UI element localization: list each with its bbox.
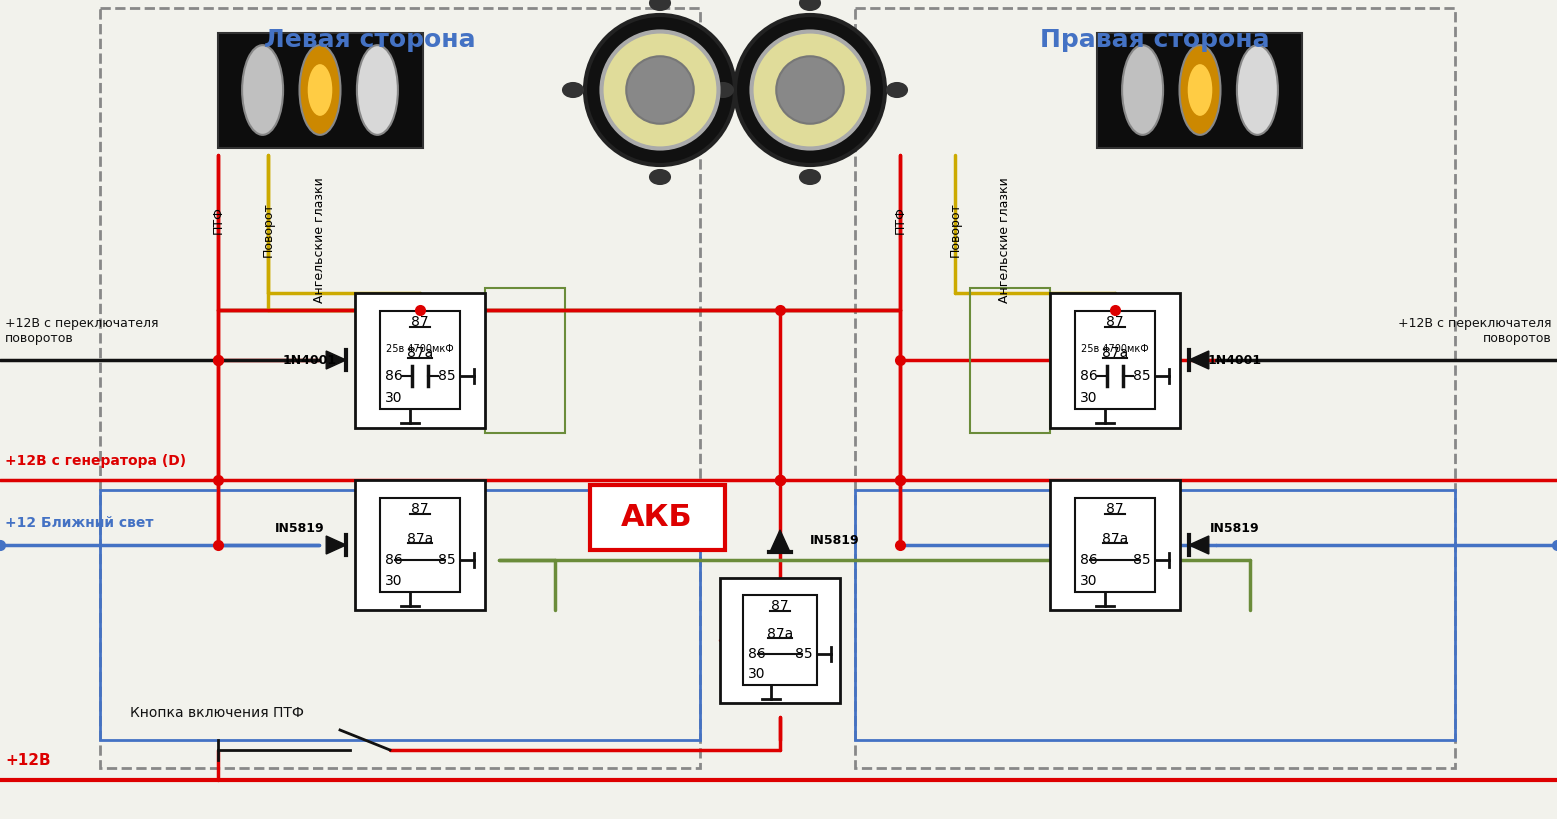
Bar	[1074, 498, 1155, 592]
Text: Кнопка включения ПТФ: Кнопка включения ПТФ	[129, 706, 304, 720]
Bar	[590, 485, 726, 550]
Text: 87a: 87a	[1102, 346, 1129, 360]
Text: IN5819: IN5819	[810, 533, 859, 546]
Text: 86: 86	[1079, 369, 1098, 382]
Bar	[970, 287, 1049, 432]
Ellipse shape	[713, 83, 733, 97]
Text: Ангельские глазки: Ангельские глазки	[313, 177, 327, 303]
Text: 1N4001: 1N4001	[283, 354, 336, 366]
Ellipse shape	[308, 64, 332, 115]
Polygon shape	[1190, 536, 1208, 554]
Ellipse shape	[887, 83, 908, 97]
Bar	[380, 498, 461, 592]
Bar	[743, 595, 817, 685]
Text: IN5819: IN5819	[276, 522, 325, 535]
Bar	[355, 480, 484, 610]
Polygon shape	[771, 530, 789, 552]
Text: 85: 85	[438, 369, 455, 382]
Ellipse shape	[649, 170, 670, 184]
Text: IN5819: IN5819	[1210, 522, 1260, 535]
Bar	[1074, 311, 1155, 409]
Text: 86: 86	[385, 553, 402, 567]
Text: 25в 4700мкФ: 25в 4700мкФ	[1081, 343, 1149, 354]
Ellipse shape	[1236, 45, 1278, 135]
Circle shape	[626, 57, 694, 124]
Text: +12В с генератора (D): +12В с генератора (D)	[5, 454, 187, 468]
Circle shape	[601, 31, 718, 148]
Text: 86: 86	[385, 369, 402, 382]
Bar	[218, 33, 422, 147]
Circle shape	[585, 15, 735, 165]
Text: Ангельские глазки: Ангельские глазки	[998, 177, 1012, 303]
Text: 87: 87	[771, 599, 789, 613]
Text: +12В с переключателя
поворотов: +12В с переключателя поворотов	[1398, 317, 1552, 345]
Bar	[380, 311, 461, 409]
Ellipse shape	[800, 170, 821, 184]
Ellipse shape	[649, 0, 670, 10]
Ellipse shape	[299, 45, 341, 135]
Text: Поворот: Поворот	[948, 202, 962, 257]
Bar	[719, 577, 839, 703]
Text: 87: 87	[411, 502, 428, 516]
Ellipse shape	[1123, 45, 1163, 135]
Text: 87a: 87a	[1102, 532, 1129, 546]
Ellipse shape	[1180, 45, 1221, 135]
Text: 87a: 87a	[406, 532, 433, 546]
Text: 85: 85	[1132, 369, 1151, 382]
Circle shape	[752, 31, 869, 148]
Text: 30: 30	[1079, 574, 1098, 588]
Text: Правая сторона: Правая сторона	[1040, 28, 1271, 52]
Text: 87: 87	[1105, 315, 1124, 329]
Polygon shape	[1190, 351, 1208, 369]
Bar	[855, 8, 1454, 768]
Text: 30: 30	[747, 667, 766, 681]
Text: 87a: 87a	[768, 627, 793, 641]
Text: +12 Ближний свет: +12 Ближний свет	[5, 516, 154, 530]
Ellipse shape	[357, 45, 399, 135]
Text: 86: 86	[1079, 553, 1098, 567]
Text: 87: 87	[1105, 502, 1124, 516]
Text: 85: 85	[794, 647, 813, 662]
Circle shape	[735, 15, 884, 165]
Text: 30: 30	[385, 391, 402, 405]
Polygon shape	[327, 536, 346, 554]
Bar	[100, 8, 701, 768]
Text: Поворот: Поворот	[262, 202, 274, 257]
Text: АКБ: АКБ	[621, 503, 693, 532]
Text: 87: 87	[411, 315, 428, 329]
Polygon shape	[327, 351, 346, 369]
Bar	[484, 287, 565, 432]
Text: 85: 85	[1132, 553, 1151, 567]
Ellipse shape	[564, 83, 582, 97]
Text: 86: 86	[747, 647, 766, 662]
Text: ПТФ: ПТФ	[212, 206, 224, 234]
Bar	[355, 292, 484, 428]
Text: 1N4001: 1N4001	[1208, 354, 1263, 366]
Bar	[1098, 33, 1303, 147]
Bar	[1049, 480, 1180, 610]
Text: 85: 85	[438, 553, 455, 567]
Text: 30: 30	[1079, 391, 1098, 405]
Text: ПТФ: ПТФ	[894, 206, 906, 234]
Ellipse shape	[800, 0, 821, 10]
Bar	[100, 490, 701, 740]
Bar	[855, 490, 1454, 740]
Ellipse shape	[241, 45, 283, 135]
Text: +12В с переключателя
поворотов: +12В с переключателя поворотов	[5, 317, 159, 345]
Ellipse shape	[736, 83, 757, 97]
Circle shape	[777, 57, 844, 124]
Text: 30: 30	[385, 574, 402, 588]
Text: 87a: 87a	[406, 346, 433, 360]
Bar	[1049, 292, 1180, 428]
Text: Левая сторона: Левая сторона	[265, 28, 476, 52]
Ellipse shape	[1188, 64, 1213, 115]
Text: 25в 4700мкФ: 25в 4700мкФ	[386, 343, 455, 354]
Text: +12В: +12В	[5, 753, 51, 768]
